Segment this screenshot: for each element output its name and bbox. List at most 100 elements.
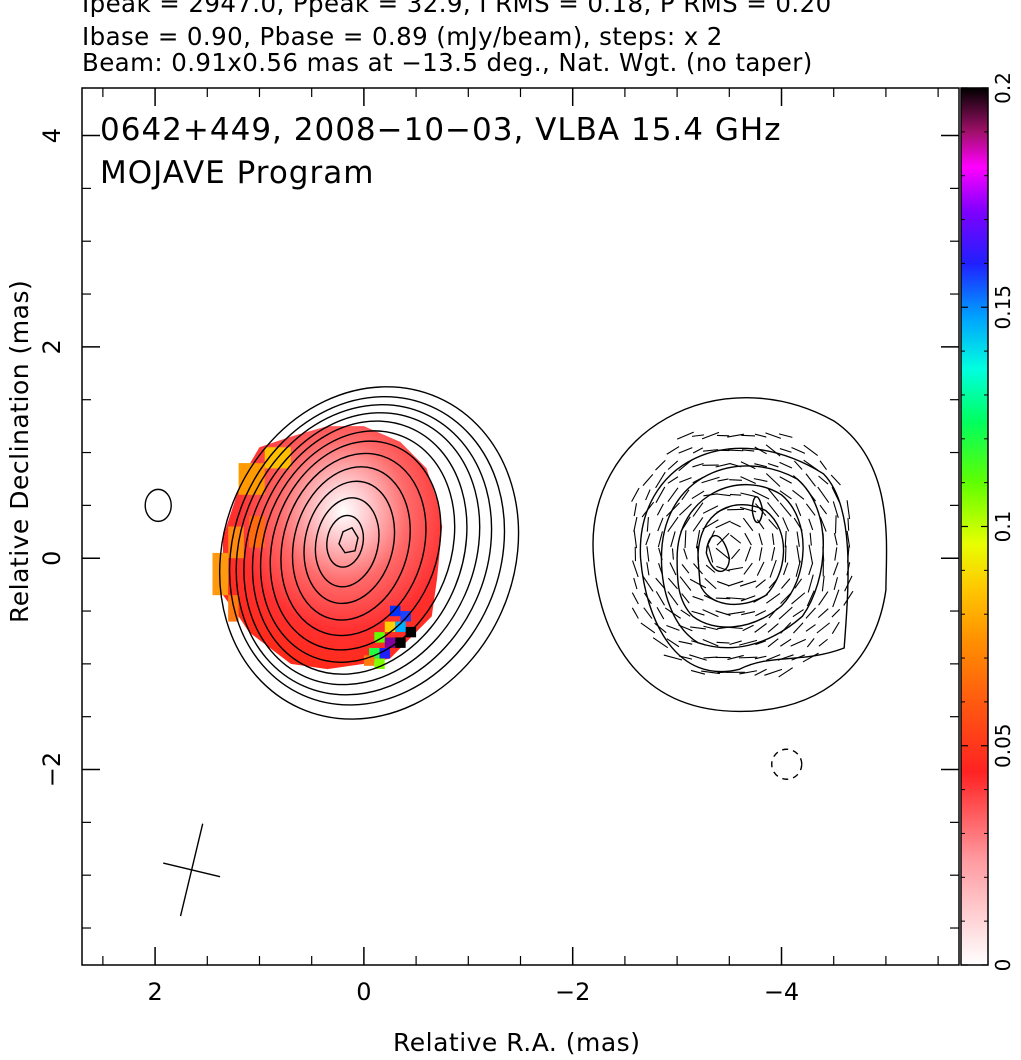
polarization-vector — [703, 449, 719, 452]
polarization-vector — [640, 622, 656, 634]
polarization-vector — [679, 477, 692, 483]
polarization-vector — [791, 446, 806, 454]
polarization-vector — [666, 446, 680, 455]
polarization-vector — [790, 638, 806, 647]
polarization-vector — [681, 564, 690, 574]
polarization-vector — [667, 516, 679, 533]
polarization-vector — [641, 501, 655, 518]
polarization-vector — [667, 487, 679, 503]
chart-subtitle: MOJAVE Program — [100, 155, 375, 191]
core-contour — [243, 412, 481, 686]
polarization-vector — [784, 545, 787, 563]
polarization-vector — [657, 531, 663, 548]
polarization-vector — [702, 609, 719, 618]
polarization-vector — [846, 500, 851, 520]
polarization-vector — [819, 516, 827, 532]
polarization-vector — [833, 533, 838, 546]
jet-contour — [660, 465, 824, 649]
polarization-vector — [769, 559, 777, 578]
polarization-vector — [768, 519, 779, 530]
beam-marker — [163, 823, 221, 917]
polarization-vector — [818, 591, 829, 606]
polarization-vector — [633, 530, 638, 549]
polarization-vector — [822, 546, 825, 562]
image-layer — [212, 426, 443, 670]
polarization-vector — [691, 640, 705, 646]
polarization-vector — [692, 462, 704, 468]
polarization-vector — [739, 580, 757, 587]
polarization-vector — [633, 516, 638, 532]
negative-contour — [771, 748, 803, 780]
polarization-vector — [765, 654, 781, 661]
polarization-vector — [758, 547, 763, 561]
polarization-vector — [780, 638, 792, 647]
polarization-vectors — [631, 431, 854, 678]
core-contour — [326, 514, 365, 568]
polarization-vector — [642, 474, 654, 486]
polarization-vector — [691, 610, 705, 616]
polarization-vector — [669, 562, 677, 576]
polarization-vector — [729, 479, 742, 481]
polarization-vector — [643, 592, 652, 605]
core-contour — [228, 395, 506, 706]
polarization-vector — [703, 625, 718, 631]
polarization-vector — [678, 447, 693, 454]
polarization-vector — [728, 626, 743, 630]
polarization-vector — [727, 508, 745, 511]
polarization-vector — [741, 434, 756, 437]
polarization-pixel — [379, 648, 390, 659]
polarization-vector — [739, 506, 757, 513]
polarization-vector — [806, 590, 815, 607]
polarization-vector — [755, 640, 767, 646]
polarization-vector — [782, 517, 790, 532]
polarization-vector — [819, 460, 827, 470]
polarization-vector — [754, 623, 767, 633]
polarization-vector — [744, 546, 752, 562]
polarization-vector — [656, 606, 665, 620]
polarization-vector — [695, 530, 701, 549]
polarization-vector — [727, 433, 745, 438]
polarization-vector — [727, 580, 744, 587]
polarization-vector — [818, 475, 829, 485]
polarization-vector — [803, 444, 819, 457]
polarization-vector — [834, 547, 838, 561]
polarization-vector — [817, 486, 830, 503]
polarization-vector — [755, 610, 767, 617]
polarization-vector — [727, 654, 744, 661]
polarization-vector — [739, 670, 758, 675]
polarization-vector — [655, 486, 666, 503]
polarization-vector — [679, 576, 692, 591]
polarization-vector — [806, 638, 815, 648]
polarization-vector — [742, 624, 754, 632]
polarization-vector — [802, 652, 819, 663]
polarization-vector — [767, 623, 779, 633]
polarization-vector — [756, 561, 765, 576]
colorbar-tick-label: 0 — [991, 959, 1015, 972]
polarization-vector — [768, 607, 778, 619]
polarization-vector — [703, 493, 718, 497]
polarization-vector — [690, 669, 706, 675]
polarization-vector — [796, 545, 801, 563]
polarization-vector — [792, 475, 804, 485]
polarization-vector — [744, 532, 752, 546]
polarization-pixel — [395, 621, 406, 633]
core-contour — [218, 386, 520, 720]
polarization-vector — [663, 654, 683, 661]
header-line-2: Ibase = 0.90, Pbase = 0.89 (mJy/beam), s… — [82, 22, 723, 51]
polarization-vector — [726, 597, 745, 600]
polarization-vector — [779, 461, 793, 469]
polarization-vector — [681, 489, 690, 501]
x-tick-label: −2 — [555, 978, 590, 1006]
polarization-vector — [778, 667, 794, 678]
polarization-pixel — [363, 655, 375, 666]
polarization-vector — [844, 575, 853, 592]
polarization-vector — [691, 490, 705, 500]
polarization-vector — [809, 532, 812, 546]
polarization-vector — [741, 449, 755, 452]
polarization-vector — [729, 463, 742, 468]
polarization-vector — [830, 474, 841, 486]
polarization-vector — [692, 502, 704, 517]
x-tick-label: 0 — [356, 978, 371, 1006]
polarization-vector — [729, 640, 742, 646]
polarization-vector — [707, 545, 714, 563]
